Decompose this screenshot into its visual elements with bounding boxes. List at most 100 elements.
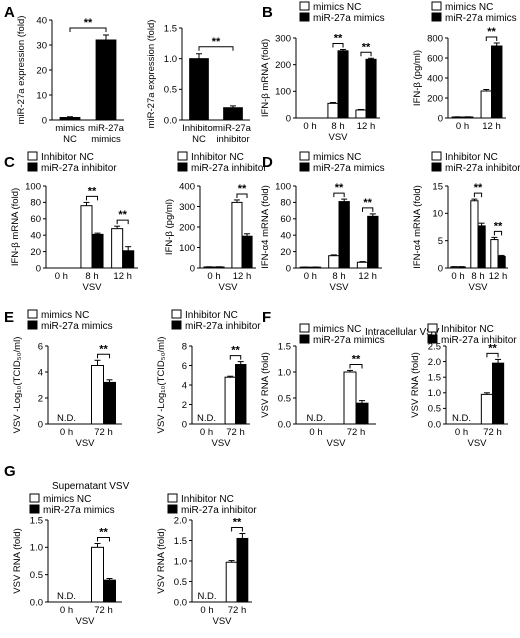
- bar: [59, 117, 81, 121]
- x-tick-label: Inhibitor: [182, 123, 216, 134]
- legend-label: miR-27a mimics: [41, 321, 113, 332]
- bar: [491, 45, 503, 119]
- bar: [355, 109, 367, 119]
- significance-label: **: [362, 41, 371, 53]
- legend-label: Inhibitor NC: [181, 494, 234, 505]
- y-tick-label: 20: [36, 65, 47, 76]
- y-tick-label: 100: [25, 181, 41, 192]
- legend-label: miR-27a inhibitor: [445, 163, 520, 174]
- chart-a1: 0 10 20 30 40 miR-27a expression (fold) mimics…: [16, 15, 125, 145]
- significance-label: **: [488, 342, 497, 354]
- legend-swatch: [299, 334, 310, 344]
- bar: [236, 537, 249, 603]
- x-tick-label: 0 h: [456, 121, 469, 132]
- y-tick-label: 600: [427, 53, 443, 64]
- legend-label: miR-27a mimics: [43, 505, 115, 516]
- significance-bracket: [85, 195, 99, 201]
- significance-bracket: [349, 363, 363, 369]
- legend-swatch: [27, 309, 38, 319]
- legend-label: Inhibitor NC: [445, 152, 498, 163]
- y-tick-label: 1.0: [428, 388, 441, 399]
- panel-letter-f: F: [262, 309, 271, 326]
- significance-label: **: [352, 353, 361, 365]
- bar: [103, 381, 116, 425]
- not-detected-label: N.D.: [198, 591, 217, 602]
- bar: [189, 58, 209, 121]
- legend-swatch: [299, 12, 310, 22]
- legend-label: mimics NC: [43, 494, 91, 505]
- y-tick-label: 40: [280, 231, 291, 242]
- y-axis-label: VSV RNA (fold): [156, 528, 167, 593]
- x-tick-label: 0 h: [304, 271, 317, 282]
- x-tick-label: miR-27a: [215, 123, 252, 134]
- bar: [80, 205, 93, 269]
- y-tick-label: 100: [179, 243, 195, 254]
- legend-label: miR-27a inhibitor: [441, 335, 517, 346]
- y-tick-label: 2.0: [174, 515, 187, 526]
- bar: [477, 225, 486, 269]
- y-tick-label: 0: [182, 419, 187, 430]
- bar: [337, 50, 349, 119]
- bar: [103, 579, 116, 603]
- y-tick-label: 0: [190, 263, 195, 274]
- y-axis-label: VSV -Log₁₀(TCID₅₀/ml): [156, 337, 167, 434]
- y-tick-label: 800: [427, 33, 443, 44]
- x-tick-label: 72 h: [347, 427, 366, 438]
- panel-letter-d: D: [262, 154, 273, 171]
- x-tick-label: 0 h: [60, 605, 73, 616]
- chart-d1: 0 20 40 60 80 100 IFN-α4 mRNA (fold) 0 h 8 h 12 h…: [260, 151, 385, 293]
- y-axis-label: miR-27a expression (fold): [146, 20, 157, 129]
- panel-letter-c: C: [4, 154, 15, 171]
- bar: [355, 402, 369, 425]
- not-detected-label: N.D.: [307, 413, 326, 424]
- y-tick-label: 0: [42, 115, 47, 126]
- x-axis-label: VSV: [326, 438, 346, 449]
- x-tick-label: 12 h: [489, 271, 508, 282]
- legend-swatch: [177, 162, 188, 172]
- x-axis-label: VSV: [468, 282, 488, 293]
- chart-b1: 0 100 200 300 IFN-β mRNA (fold) 0 h 8 h 12 h VSV…: [260, 1, 385, 143]
- significance-label: **: [487, 26, 496, 38]
- y-tick-label: 0: [286, 263, 291, 274]
- panel-f-header: Intracellular VSV: [365, 327, 440, 338]
- x-tick-label: 8 h: [85, 271, 98, 282]
- significance-bracket: [332, 42, 344, 48]
- significance-label: **: [363, 197, 372, 209]
- significance-bracket: [116, 219, 129, 225]
- significance-label: **: [99, 527, 108, 539]
- x-axis-label: VSV: [75, 616, 95, 627]
- significance-label: **: [88, 185, 97, 197]
- y-tick-label: 0.0: [30, 597, 43, 608]
- bar: [91, 233, 104, 269]
- y-tick-label: 20: [280, 247, 291, 258]
- y-tick-label: 0.5: [30, 570, 43, 581]
- significance-label: **: [233, 517, 242, 529]
- legend-label: miR-27a inhibitor: [181, 505, 257, 516]
- significance-bracket: [97, 353, 110, 359]
- significance-bracket: [236, 193, 248, 198]
- bar: [122, 250, 135, 269]
- legend-swatch: [299, 162, 310, 172]
- y-tick-label: 0.5: [428, 404, 441, 415]
- legend-label: miR-27a mimics: [445, 13, 517, 24]
- y-tick-label: 60: [280, 214, 291, 225]
- bar: [91, 546, 104, 603]
- y-tick-label: 60: [30, 214, 41, 225]
- x-tick-label: 72 h: [94, 427, 113, 438]
- y-tick-label: 2: [38, 393, 43, 404]
- y-tick-label: 200: [427, 93, 443, 104]
- panel-g-header: Supernatant VSV: [52, 481, 130, 492]
- x-tick-label: 8 h: [331, 121, 344, 132]
- bar: [241, 235, 253, 269]
- legend-swatch: [427, 323, 438, 333]
- legend-swatch: [427, 334, 438, 344]
- panel-letter-a: A: [4, 4, 15, 21]
- significance-label: **: [238, 183, 247, 195]
- y-axis-label: IFN-α4 mRNA (fold): [260, 185, 271, 269]
- x-tick-label: inhibitor: [216, 134, 249, 145]
- legend-swatch: [167, 493, 178, 503]
- legend-swatch: [29, 504, 40, 514]
- x-tick-label: 0 h: [60, 427, 73, 438]
- legend-label: Inhibitor NC: [191, 152, 244, 163]
